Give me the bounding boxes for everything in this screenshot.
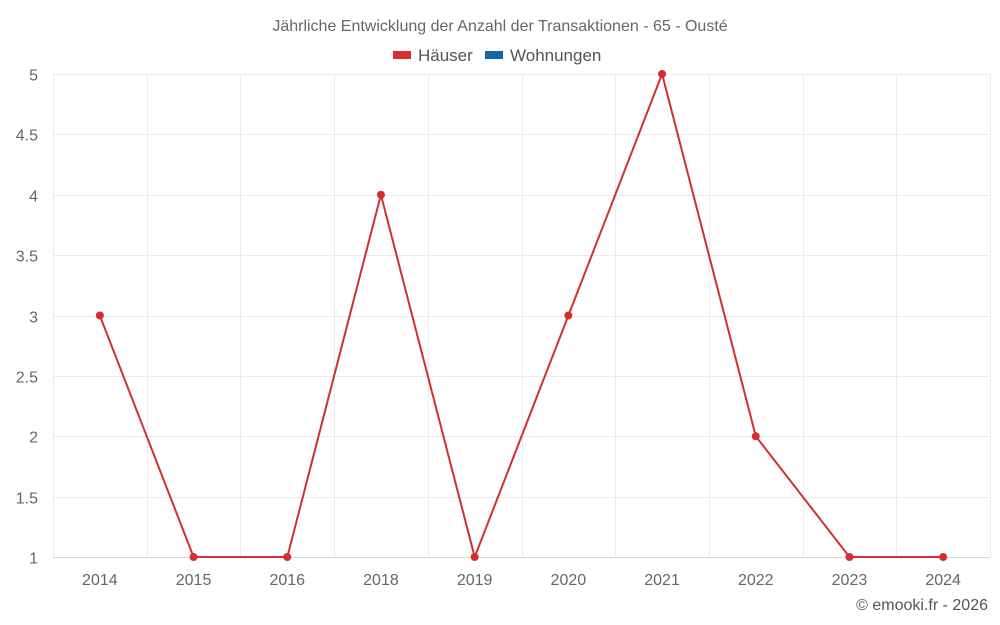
x-tick-label: 2023 <box>832 572 868 589</box>
x-tick-label: 2021 <box>644 572 680 589</box>
y-tick-label: 2.5 <box>16 370 38 387</box>
data-point[interactable] <box>283 553 292 561</box>
data-point[interactable] <box>470 553 479 561</box>
data-point[interactable] <box>845 553 854 561</box>
x-tick-label: 2018 <box>363 572 399 589</box>
y-axis-tick-labels: 1 1.5 2 2.5 3 3.5 4 4.5 5 <box>16 68 38 568</box>
y-tick-label: 1.5 <box>16 491 38 508</box>
y-tick-label: 5 <box>29 68 38 85</box>
legend-swatch-wohnungen[interactable] <box>485 51 503 59</box>
data-point[interactable] <box>564 311 573 320</box>
legend-swatch-hauser[interactable] <box>393 51 411 59</box>
x-tick-label: 2024 <box>925 572 961 589</box>
x-tick-label: 2022 <box>738 572 774 589</box>
y-tick-label: 4.5 <box>16 128 38 145</box>
series-line <box>98 73 944 558</box>
data-point[interactable] <box>751 432 760 441</box>
x-tick-label: 2019 <box>457 572 493 589</box>
data-point[interactable] <box>658 70 667 78</box>
x-tick-label: 2014 <box>82 572 118 589</box>
chart-title: Jährliche Entwicklung der Anzahl der Tra… <box>272 18 727 35</box>
y-tick-label: 3.5 <box>16 249 38 266</box>
x-gridlines <box>53 74 991 557</box>
y-gridlines <box>53 74 990 558</box>
series-hauser <box>95 70 948 561</box>
y-tick-label: 1 <box>29 551 38 568</box>
y-tick-label: 4 <box>29 189 38 206</box>
credit-text: © emooki.fr - 2026 <box>856 597 988 614</box>
data-point[interactable] <box>376 190 385 199</box>
x-tick-label: 2020 <box>551 572 587 589</box>
legend-label-wohnungen[interactable]: Wohnungen <box>510 46 601 65</box>
x-tick-label: 2015 <box>176 572 212 589</box>
chart-legend: Häuser Wohnungen <box>393 46 601 65</box>
data-point[interactable] <box>939 553 948 561</box>
y-tick-label: 3 <box>29 310 38 327</box>
x-axis-tick-labels: 2014 2015 2016 2018 2019 2020 2021 2022 2023 2024 <box>82 572 961 589</box>
legend-label-hauser[interactable]: Häuser <box>418 46 473 65</box>
x-tick-label: 2016 <box>269 572 305 589</box>
y-tick-label: 2 <box>29 430 38 447</box>
data-point[interactable] <box>95 311 104 320</box>
data-point[interactable] <box>189 553 198 561</box>
